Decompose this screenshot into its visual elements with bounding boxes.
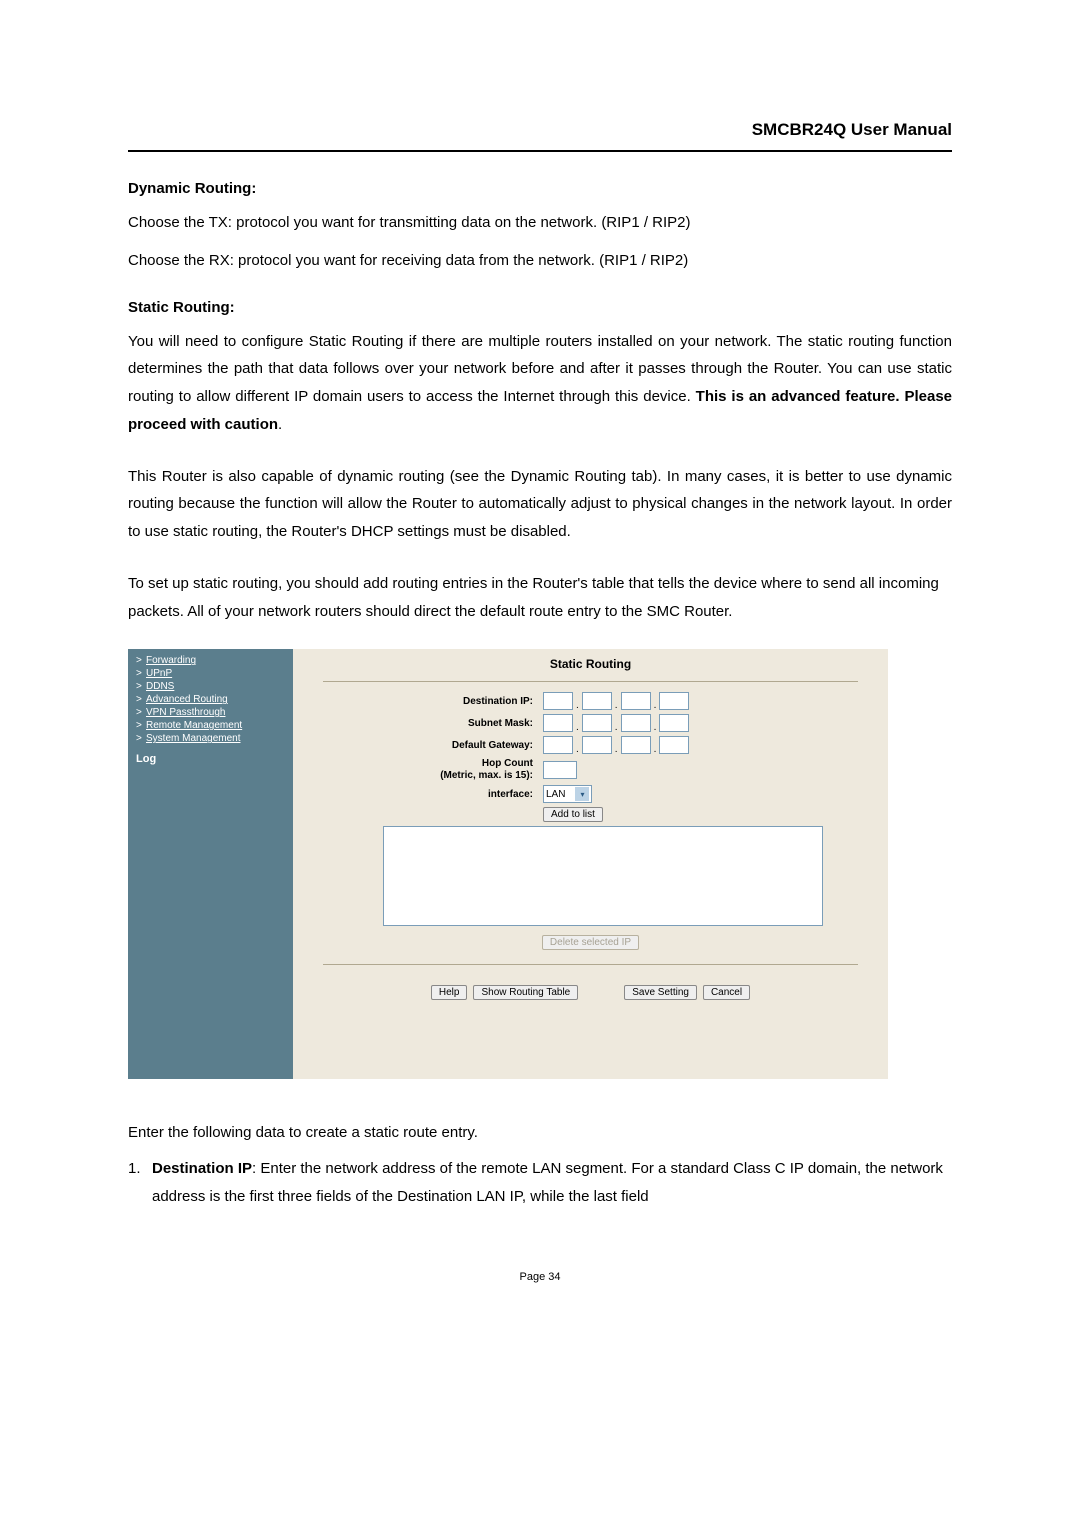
- row-subnet-mask: Subnet Mask: . . .: [323, 714, 858, 732]
- label-destination-ip: Destination IP:: [323, 696, 543, 708]
- interface-select[interactable]: LAN ▾: [543, 785, 592, 803]
- sidebar-forwarding-label: Forwarding: [146, 655, 196, 666]
- dynamic-routing-p1: Choose the TX: protocol you want for tra…: [128, 209, 952, 237]
- row-destination-ip: Destination IP: . . .: [323, 692, 858, 710]
- sidebar-item-advanced-routing[interactable]: >Advanced Routing: [136, 693, 293, 706]
- destination-ip-group: . . .: [543, 692, 689, 710]
- dot-icon: .: [654, 722, 657, 733]
- gateway-octet-1[interactable]: [543, 736, 573, 754]
- row-default-gateway: Default Gateway: . . .: [323, 736, 858, 754]
- interface-select-value: LAN: [546, 789, 565, 800]
- sidebar-item-forwarding[interactable]: >Forwarding: [136, 654, 293, 667]
- static-p1-post: .: [278, 416, 282, 433]
- list-item-1-text: : Enter the network address of the remot…: [152, 1160, 943, 1205]
- sidebar-item-upnp[interactable]: >UPnP: [136, 667, 293, 680]
- sidebar-system-label: System Management: [146, 733, 241, 744]
- subnet-octet-4[interactable]: [659, 714, 689, 732]
- label-hop-count-line1: Hop Count: [482, 758, 533, 769]
- dot-icon: .: [576, 700, 579, 711]
- gateway-octet-2[interactable]: [582, 736, 612, 754]
- entry-intro: Enter the following data to create a sta…: [128, 1119, 952, 1147]
- sidebar: >Forwarding >UPnP >DDNS >Advanced Routin…: [128, 649, 293, 1079]
- dest-ip-octet-2[interactable]: [582, 692, 612, 710]
- row-interface: interface: LAN ▾: [323, 785, 858, 803]
- subnet-mask-group: . . .: [543, 714, 689, 732]
- sidebar-item-vpn[interactable]: >VPN Passthrough: [136, 706, 293, 719]
- route-listbox[interactable]: [383, 826, 823, 926]
- sidebar-item-system[interactable]: >System Management: [136, 732, 293, 745]
- list-item-1-number: 1.: [128, 1155, 152, 1211]
- dot-icon: .: [654, 700, 657, 711]
- label-interface: interface:: [323, 789, 543, 801]
- static-routing-p3: To set up static routing, you should add…: [128, 570, 952, 626]
- help-button[interactable]: Help: [431, 985, 468, 1000]
- chevron-down-icon: ▾: [575, 787, 589, 801]
- dest-ip-octet-3[interactable]: [621, 692, 651, 710]
- cancel-button[interactable]: Cancel: [703, 985, 750, 1000]
- router-ui-screenshot: >Forwarding >UPnP >DDNS >Advanced Routin…: [128, 649, 888, 1079]
- label-subnet-mask: Subnet Mask:: [323, 718, 543, 730]
- page-header-title: SMCBR24Q User Manual: [128, 120, 952, 150]
- static-routing-p1: You will need to configure Static Routin…: [128, 328, 952, 439]
- dot-icon: .: [615, 700, 618, 711]
- dot-icon: .: [615, 722, 618, 733]
- bottom-button-bar: Help Show Routing Table Save Setting Can…: [323, 985, 858, 1000]
- panel-divider-top: [323, 681, 858, 682]
- delete-selected-button[interactable]: Delete selected IP: [542, 935, 639, 950]
- static-routing-p2: This Router is also capable of dynamic r…: [128, 463, 952, 546]
- gateway-group: . . .: [543, 736, 689, 754]
- subnet-octet-1[interactable]: [543, 714, 573, 732]
- row-hop-count: Hop Count (Metric, max. is 15):: [323, 758, 858, 781]
- save-setting-button[interactable]: Save Setting: [624, 985, 697, 1000]
- panel-title: Static Routing: [323, 657, 858, 671]
- list-item-1-bold: Destination IP: [152, 1160, 252, 1177]
- row-add-button: Add to list: [323, 807, 858, 822]
- show-routing-table-button[interactable]: Show Routing Table: [473, 985, 578, 1000]
- sidebar-adv-routing-label: Advanced Routing: [146, 694, 228, 705]
- sidebar-ddns-label: DDNS: [146, 681, 174, 692]
- sidebar-upnp-label: UPnP: [146, 668, 172, 679]
- label-hop-count-line2: (Metric, max. is 15):: [440, 770, 533, 781]
- dest-ip-octet-4[interactable]: [659, 692, 689, 710]
- sidebar-item-ddns[interactable]: >DDNS: [136, 680, 293, 693]
- dynamic-routing-heading: Dynamic Routing:: [128, 180, 952, 197]
- dest-ip-octet-1[interactable]: [543, 692, 573, 710]
- subnet-octet-2[interactable]: [582, 714, 612, 732]
- save-cancel-group: Save Setting Cancel: [624, 985, 750, 1000]
- sidebar-log-heading[interactable]: Log: [136, 753, 293, 765]
- dot-icon: .: [654, 744, 657, 755]
- subnet-octet-3[interactable]: [621, 714, 651, 732]
- sidebar-item-remote[interactable]: >Remote Management: [136, 719, 293, 732]
- gateway-octet-4[interactable]: [659, 736, 689, 754]
- panel-divider-bottom: [323, 964, 858, 965]
- list-item-1: 1. Destination IP: Enter the network add…: [128, 1155, 952, 1211]
- add-to-list-button[interactable]: Add to list: [543, 807, 603, 822]
- list-item-1-body: Destination IP: Enter the network addres…: [152, 1155, 952, 1211]
- dot-icon: .: [576, 744, 579, 755]
- dot-icon: .: [615, 744, 618, 755]
- gateway-octet-3[interactable]: [621, 736, 651, 754]
- page-number: Page 34: [128, 1271, 952, 1283]
- header-divider: [128, 150, 952, 152]
- dynamic-routing-p2: Choose the RX: protocol you want for rec…: [128, 247, 952, 275]
- sidebar-remote-label: Remote Management: [146, 720, 242, 731]
- label-hop-count: Hop Count (Metric, max. is 15):: [323, 758, 543, 781]
- dot-icon: .: [576, 722, 579, 733]
- panel-main: Static Routing Destination IP: . . . Sub…: [293, 649, 888, 1079]
- hop-count-input[interactable]: [543, 761, 577, 779]
- static-routing-heading: Static Routing:: [128, 299, 952, 316]
- sidebar-vpn-label: VPN Passthrough: [146, 707, 226, 718]
- label-default-gateway: Default Gateway:: [323, 740, 543, 752]
